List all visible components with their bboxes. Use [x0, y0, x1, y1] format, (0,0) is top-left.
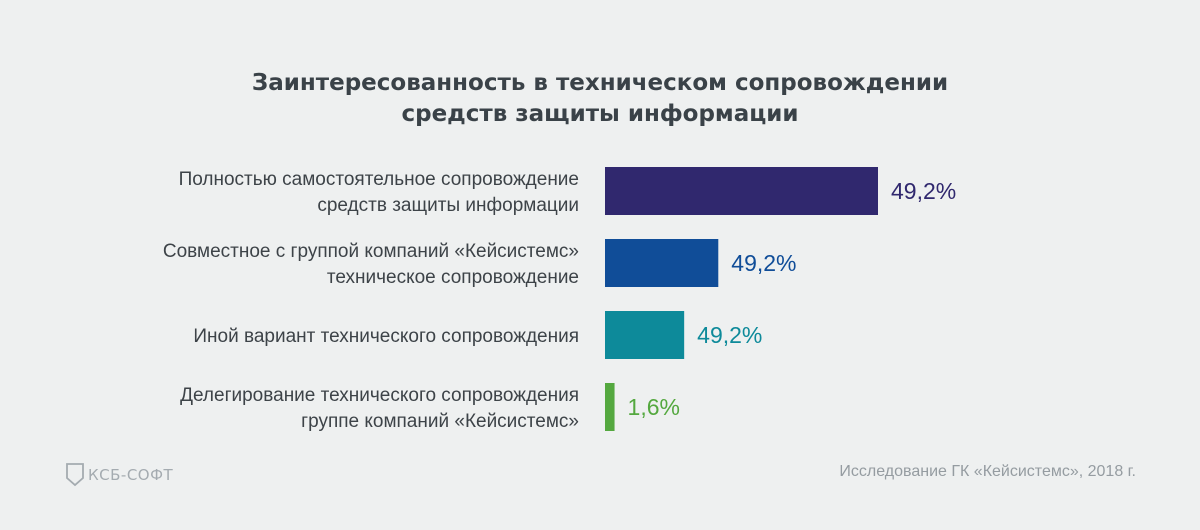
chart-title: Заинтересованность в техническом сопрово… — [0, 68, 1200, 130]
value-label-4: 1,6% — [628, 394, 680, 420]
category-label-2-line-1: Совместное с группой компаний «Кейсистем… — [163, 241, 579, 262]
category-label-1-line-1: Полностью самостоятельное сопровождение — [179, 169, 579, 190]
chart-title-line-1: Заинтересованность в техническом сопрово… — [251, 70, 949, 96]
chart-title-line-2: средств защиты информации — [401, 101, 799, 127]
value-label-2: 49,2% — [731, 250, 796, 276]
bar-3 — [605, 311, 685, 359]
logo-text: КСБ-СОФТ — [88, 466, 174, 484]
category-label-2-line-2: техническое сопровождение — [327, 267, 579, 288]
value-label-1: 49,2% — [891, 178, 956, 204]
bar-1 — [605, 167, 878, 215]
value-label-3: 49,2% — [697, 322, 762, 348]
company-logo: КСБ-СОФТ — [64, 461, 173, 489]
category-label-1-line-2: средств защиты информации — [317, 195, 579, 216]
bar-2 — [605, 239, 719, 287]
source-note: Исследование ГК «Кейсистемс», 2018 г. — [839, 463, 1136, 480]
category-label-4-line-1: Делегирование технического сопровождения — [180, 385, 579, 406]
bar-4 — [605, 383, 615, 431]
shield-logo-icon — [66, 463, 84, 487]
category-label-4-line-2: группе компаний «Кейсистемс» — [301, 411, 579, 432]
category-label-3-line-1: Иной вариант технического сопровождения — [193, 326, 579, 347]
